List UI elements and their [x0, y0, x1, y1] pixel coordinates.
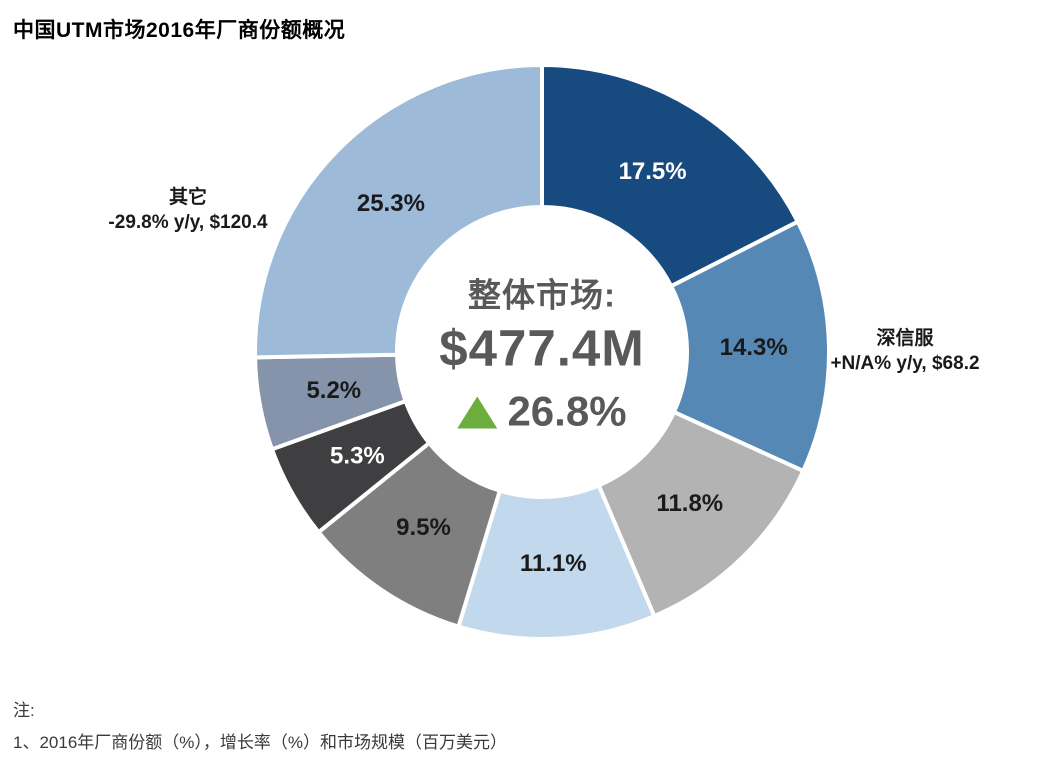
footnote-heading: 注:	[13, 701, 35, 720]
annotation-others: 其它 -29.8% y/y, $120.4	[73, 185, 303, 235]
pie-slice-label-25.3%: 25.3%	[357, 190, 425, 217]
total-market-value: $477.4M	[439, 319, 645, 377]
footnotes: 注: 1、2016年厂商份额（%），增长率（%）和市场规模（百万美元）	[13, 695, 507, 759]
pie-slice-label-5.3%: 5.3%	[330, 442, 385, 469]
pie-slice-14.3%	[669, 219, 832, 473]
pie-slice-11.8%	[596, 410, 806, 619]
annotation-others-name: 其它	[168, 187, 207, 208]
footnote-line1: 1、2016年厂商份额（%），增长率（%）和市场规模（百万美元）	[13, 733, 508, 752]
page-title: 中国UTM市场2016年厂商份额概况	[13, 19, 346, 42]
pie-slice-label-5.2%: 5.2%	[306, 377, 361, 404]
annotation-others-detail: -29.8% y/y, $120.4	[108, 212, 268, 233]
donut-svg: 17.5% 14.3% 11.8% 11.1% 9.5% 5.3% 5.2% 25.3%	[253, 63, 832, 641]
pie-slice-label-17.5%: 17.5%	[619, 158, 687, 185]
chart-center-text: 整体市场: $477.4M 26.8%	[439, 269, 644, 436]
total-market-label: 整体市场:	[467, 276, 616, 314]
growth-row: 26.8%	[439, 388, 644, 436]
annotation-sangfor-detail: +N/A% y/y, $68.2	[830, 353, 980, 374]
pie-slice-label-11.8%: 11.8%	[656, 490, 723, 517]
donut-chart: 17.5% 14.3% 11.8% 11.1% 9.5% 5.3% 5.2% 25.3% 整体…	[73, 63, 1005, 641]
up-triangle-icon	[457, 396, 498, 429]
annotation-sangfor: 深信服 +N/A% y/y, $68.2	[805, 326, 1005, 376]
pie-slice-17.5%	[540, 63, 800, 289]
growth-value: 26.8%	[507, 387, 627, 435]
pie-slice-25.3%	[253, 63, 544, 360]
pie-slice-label-9.5%: 9.5%	[396, 514, 451, 541]
pie-slice-label-11.1%: 11.1%	[520, 550, 587, 577]
annotation-sangfor-name: 深信服	[876, 328, 934, 349]
pie-slice-label-14.3%: 14.3%	[720, 334, 788, 361]
